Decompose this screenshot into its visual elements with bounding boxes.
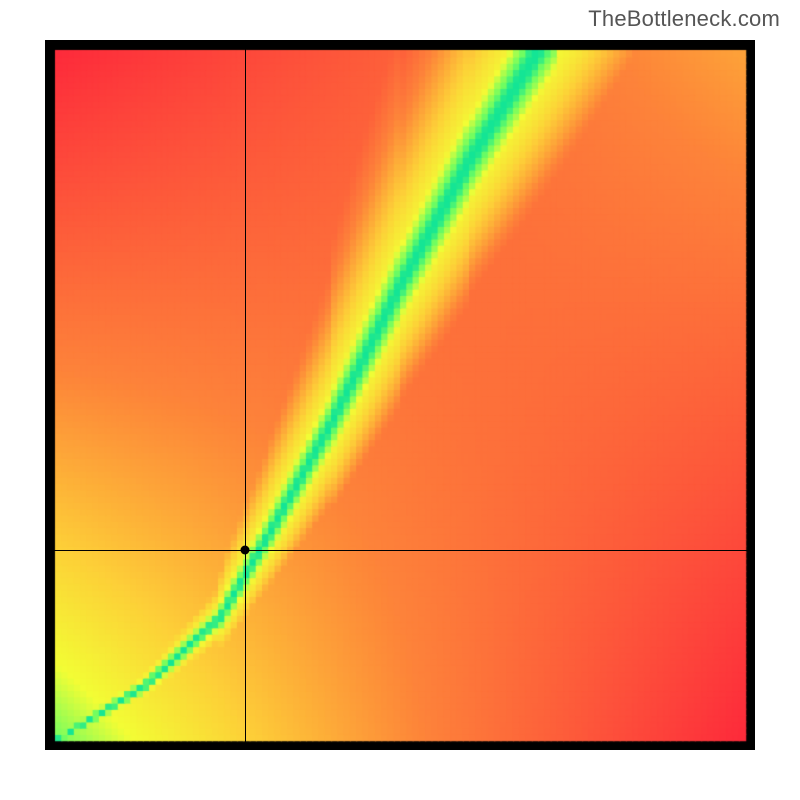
watermark: TheBottleneck.com: [588, 6, 780, 32]
crosshair-horizontal: [45, 550, 755, 551]
crosshair-vertical: [245, 40, 246, 750]
heatmap-canvas: [45, 40, 755, 750]
bottleneck-heatmap: [45, 40, 755, 750]
crosshair-marker: [240, 546, 249, 555]
